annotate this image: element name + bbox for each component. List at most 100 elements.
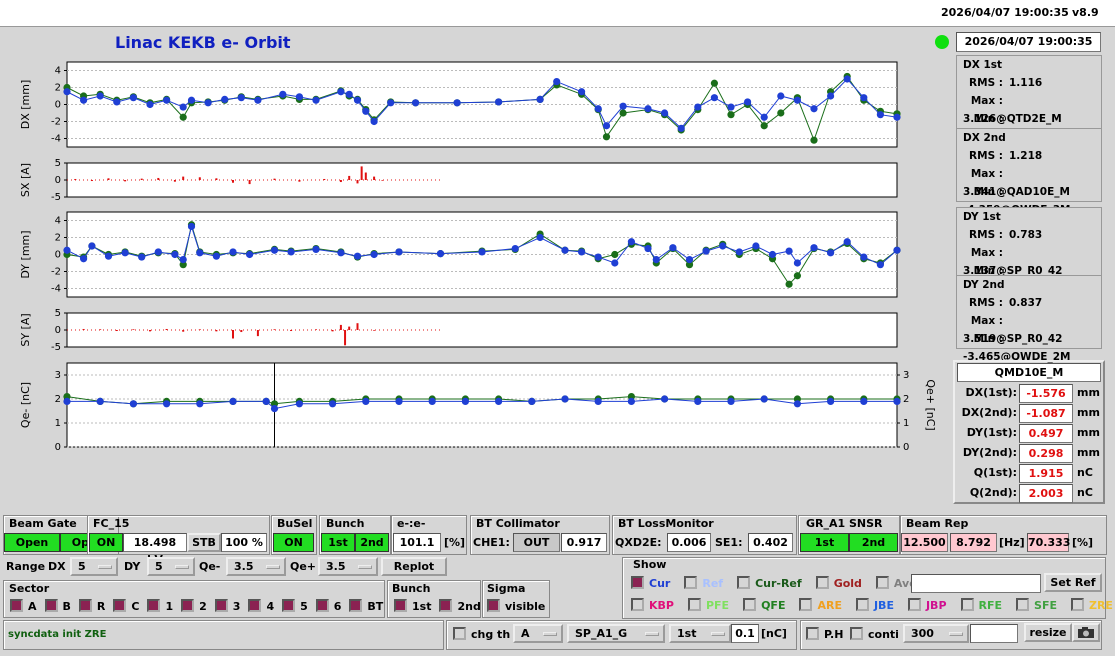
bar	[356, 323, 359, 330]
stat-value: 3.126@QTD2E_M	[963, 113, 1062, 125]
box	[282, 599, 296, 612]
checkbox[interactable]: P.H	[806, 627, 843, 641]
y-tick-label: 0	[55, 442, 61, 453]
box	[855, 598, 869, 611]
label: BT	[367, 600, 384, 613]
checkbox[interactable]: JBP	[907, 598, 947, 612]
checkbox[interactable]: 1st	[394, 599, 431, 613]
label: QFE	[761, 599, 786, 612]
stat-title: DX 1st	[963, 59, 1003, 71]
checkbox[interactable]: RFE	[960, 598, 1003, 612]
status: syncdata init ZRE	[8, 629, 107, 640]
button[interactable]: Set Ref	[1044, 573, 1102, 592]
point	[602, 133, 611, 141]
combo[interactable]: 300	[903, 624, 969, 643]
point	[685, 256, 694, 264]
button[interactable]: STB	[187, 533, 221, 552]
combo[interactable]: SP_A1_G	[567, 624, 665, 643]
checkbox[interactable]: C	[113, 599, 139, 613]
label: RFE	[978, 599, 1003, 612]
checkbox[interactable]: PFE	[687, 598, 729, 612]
button[interactable]: Open	[4, 533, 60, 552]
checkbox[interactable]: conti	[850, 627, 899, 641]
combo[interactable]: A	[513, 624, 563, 643]
point	[578, 248, 586, 256]
value: 0.006	[667, 533, 711, 552]
label: 1	[165, 600, 174, 613]
point	[627, 397, 636, 405]
point	[295, 400, 303, 408]
point	[387, 99, 395, 107]
checkbox[interactable]: 3	[214, 599, 240, 613]
camera-button[interactable]	[1072, 623, 1100, 642]
row-value: -1.087	[1019, 404, 1073, 423]
checkbox[interactable]: chg th	[453, 627, 510, 641]
box	[687, 598, 701, 611]
box	[394, 599, 407, 612]
button[interactable]: 2nd	[355, 533, 389, 552]
checkbox[interactable]: QFE	[743, 598, 786, 612]
button[interactable]: Replot	[381, 557, 447, 576]
combo[interactable]: 3.5	[318, 557, 378, 576]
y2-tick-label: 0	[903, 442, 909, 453]
top-bar: 2026/04/07 19:00:35 v8.9	[0, 0, 1115, 27]
point	[893, 397, 901, 405]
checkbox[interactable]: 2nd	[439, 599, 481, 613]
box	[743, 598, 757, 611]
checkbox[interactable]: 1	[147, 599, 174, 613]
checkbox[interactable]: ARE	[799, 598, 842, 612]
combo[interactable]: 5	[70, 557, 118, 576]
checkbox[interactable]: B	[44, 599, 71, 613]
point	[710, 94, 719, 102]
checkbox[interactable]: Cur	[631, 576, 670, 590]
point	[246, 250, 254, 259]
checkbox[interactable]: 4	[248, 599, 274, 613]
checkbox[interactable]: ZRE	[1070, 598, 1113, 612]
combo[interactable]: 5	[147, 557, 195, 576]
checkbox[interactable]: JBE	[855, 598, 894, 612]
checkbox[interactable]: BT	[349, 599, 384, 613]
input[interactable]	[970, 624, 1018, 643]
text-input[interactable]	[911, 574, 1041, 593]
combo[interactable]: 3.5	[226, 557, 286, 576]
label: Show	[633, 558, 667, 571]
button[interactable]: resize	[1024, 623, 1072, 642]
label: 2	[199, 600, 207, 613]
checkbox[interactable]: Ref	[684, 576, 723, 590]
row-value: 0.497	[1019, 424, 1073, 443]
stat-label: RMS :	[969, 77, 1003, 89]
checkbox[interactable]: 2	[181, 599, 207, 613]
combo[interactable]: 1st	[669, 624, 731, 643]
checkbox[interactable]: SFE	[1016, 598, 1057, 612]
row-value: 2.003	[1019, 484, 1073, 503]
checkbox[interactable]: Gold	[815, 576, 862, 590]
bar	[198, 329, 201, 330]
point	[785, 247, 793, 255]
label: SFE	[1034, 599, 1057, 612]
checkbox[interactable]: 6	[315, 599, 341, 613]
input[interactable]: 0.1	[731, 624, 759, 643]
stat-row: Max : 3.126@QTD2E_M	[957, 92, 1101, 125]
y-tick-label: -4	[51, 134, 61, 145]
label: JBE	[873, 599, 894, 612]
checkbox[interactable]: visible	[487, 599, 545, 613]
point	[63, 397, 71, 405]
point	[661, 395, 669, 403]
checkbox[interactable]: 5	[282, 599, 308, 613]
checkbox[interactable]: A	[10, 599, 37, 613]
point	[237, 94, 245, 102]
point	[295, 93, 303, 101]
point	[88, 242, 96, 250]
point	[329, 400, 337, 408]
button[interactable]: 2nd	[849, 533, 898, 552]
point	[793, 400, 802, 408]
checkbox[interactable]: KBP	[631, 598, 674, 612]
point	[669, 244, 677, 252]
box	[248, 599, 262, 612]
checkbox[interactable]: Cur-Ref	[737, 576, 802, 590]
unit: [%]	[444, 536, 466, 549]
button[interactable]: 1st	[800, 533, 849, 552]
point	[96, 397, 104, 405]
button[interactable]: 1st	[321, 533, 355, 552]
checkbox[interactable]: R	[78, 599, 105, 613]
